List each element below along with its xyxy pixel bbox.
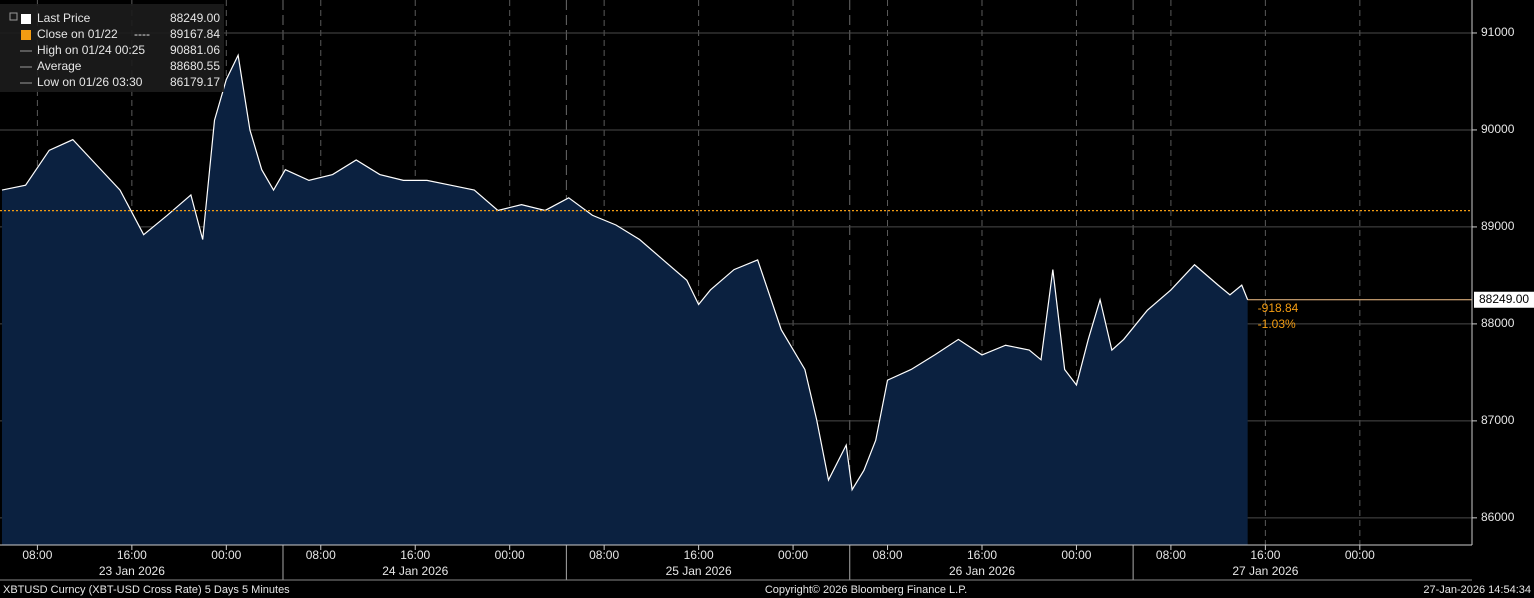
x-tick-label: 08:00 <box>22 548 52 562</box>
y-tick-label: 88000 <box>1481 316 1515 330</box>
legend-dash: ---- <box>134 27 150 41</box>
legend-icon <box>21 14 31 24</box>
x-tick-label: 16:00 <box>684 548 714 562</box>
footer-right: 27-Jan-2026 14:54:34 <box>1423 584 1531 596</box>
date-label: 24 Jan 2026 <box>382 564 448 578</box>
x-tick-label: 00:00 <box>1345 548 1375 562</box>
change-pct-label: -1.03% <box>1258 317 1296 331</box>
legend-name: Close on 01/22 <box>37 27 118 41</box>
x-tick-label: 00:00 <box>1061 548 1091 562</box>
y-tick-label: 91000 <box>1481 25 1515 39</box>
last-price-label: 88249.00 <box>1479 292 1529 306</box>
x-tick-label: 16:00 <box>967 548 997 562</box>
legend-name: Last Price <box>37 11 91 25</box>
x-tick-label: 00:00 <box>778 548 808 562</box>
x-tick-label: 16:00 <box>117 548 147 562</box>
x-tick-label: 08:00 <box>589 548 619 562</box>
x-tick-label: 00:00 <box>211 548 241 562</box>
legend-name: Average <box>37 59 82 73</box>
x-tick-label: 00:00 <box>495 548 525 562</box>
date-label: 27 Jan 2026 <box>1232 564 1298 578</box>
footer-left: XBTUSD Curncy (XBT-USD Cross Rate) 5 Day… <box>3 584 290 596</box>
date-label: 23 Jan 2026 <box>99 564 165 578</box>
x-tick-label: 16:00 <box>400 548 430 562</box>
x-tick-label: 08:00 <box>1156 548 1186 562</box>
x-tick-label: 08:00 <box>306 548 336 562</box>
change-label: -918.84 <box>1258 301 1299 315</box>
legend-value: 90881.06 <box>170 43 220 57</box>
legend-toggle <box>9 12 18 21</box>
legend-value: 88680.55 <box>170 59 220 73</box>
legend-value: 88249.00 <box>170 11 220 25</box>
date-label: 26 Jan 2026 <box>949 564 1015 578</box>
legend: Last Price 88249.00 Close on 01/22 ---- 8916… <box>0 4 224 92</box>
y-tick-label: 90000 <box>1481 122 1515 136</box>
y-tick-label: 89000 <box>1481 219 1515 233</box>
y-tick-label: 86000 <box>1481 510 1515 524</box>
legend-name: Low on 01/26 03:30 <box>37 75 143 89</box>
legend-value: 89167.84 <box>170 27 220 41</box>
y-tick-label: 87000 <box>1481 413 1515 427</box>
price-line <box>1 53 1249 492</box>
footer-center: Copyright© 2026 Bloomberg Finance L.P. <box>765 584 967 596</box>
legend-name: High on 01/24 00:25 <box>37 43 145 57</box>
date-label: 25 Jan 2026 <box>666 564 732 578</box>
legend-icon <box>21 30 31 40</box>
x-tick-label: 08:00 <box>873 548 903 562</box>
legend-value: 86179.17 <box>170 75 220 89</box>
legend-box <box>0 4 224 92</box>
area <box>1 55 1248 545</box>
x-tick-label: 16:00 <box>1250 548 1280 562</box>
last-price-tag <box>1474 291 1534 308</box>
